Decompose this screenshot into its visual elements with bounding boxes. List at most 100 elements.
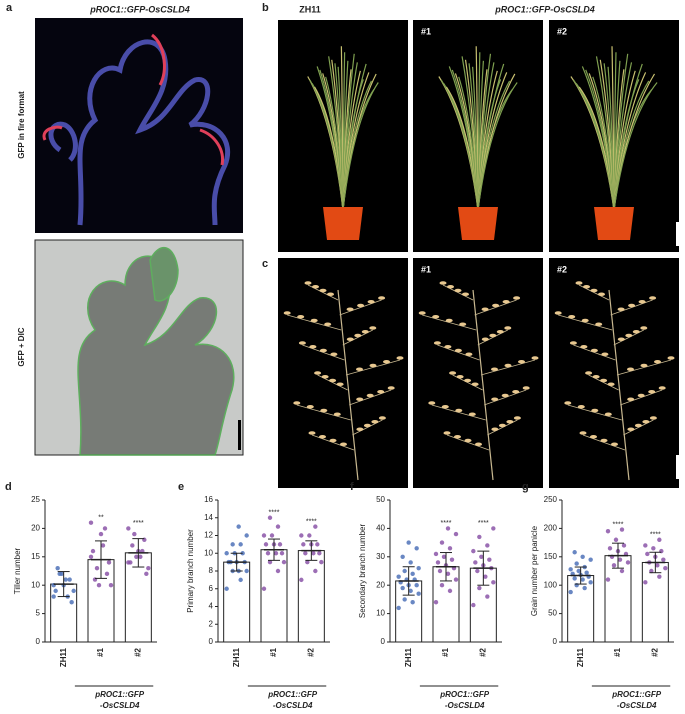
x-tick-label: #1 <box>269 647 278 656</box>
data-point <box>106 560 112 565</box>
grain <box>330 352 338 357</box>
data-point <box>307 533 312 538</box>
panel-label: e <box>178 481 184 493</box>
grain <box>585 371 593 375</box>
data-point <box>299 533 304 538</box>
branch <box>484 389 527 406</box>
data-point <box>619 527 625 532</box>
data-point <box>279 551 285 556</box>
grain <box>502 299 510 304</box>
data-point <box>655 563 660 568</box>
grain <box>418 311 426 315</box>
data-point <box>55 565 60 571</box>
grain <box>471 382 479 387</box>
data-point <box>238 577 243 583</box>
branch <box>422 314 477 331</box>
data-point <box>104 571 110 577</box>
y-tick-label: 0 <box>209 637 214 646</box>
y-tick-label: 200 <box>544 524 558 533</box>
grain <box>475 442 482 447</box>
x-tick-label: ZH11 <box>232 647 241 667</box>
grain <box>648 389 656 394</box>
grain <box>309 344 317 349</box>
grain <box>601 352 609 357</box>
branch <box>573 344 616 361</box>
grain <box>568 314 576 319</box>
rachis <box>472 289 494 481</box>
data-point <box>281 559 287 565</box>
data-point <box>400 585 405 591</box>
grain <box>444 344 452 349</box>
grain <box>522 386 530 390</box>
plant-label: #1 <box>421 264 431 274</box>
data-point <box>649 568 654 574</box>
grain <box>513 416 521 420</box>
data-point <box>402 597 407 602</box>
grain <box>283 311 291 315</box>
branch <box>616 359 672 376</box>
data-point <box>305 559 310 565</box>
y-tick-label: 0 <box>36 637 41 646</box>
group-label: -OsCSLD4 <box>273 701 313 710</box>
data-point <box>491 526 496 531</box>
y-tick-label: 10 <box>376 609 385 618</box>
row-label: GFP in fire format <box>17 91 26 159</box>
grain <box>377 389 385 394</box>
data-point <box>311 551 316 556</box>
grain <box>634 423 642 428</box>
y-tick-label: 14 <box>204 513 213 522</box>
grain <box>531 356 539 360</box>
grain <box>627 427 635 432</box>
data-point <box>477 585 482 591</box>
pot <box>458 207 498 240</box>
branch <box>296 404 351 421</box>
data-point <box>613 537 619 542</box>
grain <box>333 412 341 417</box>
grain <box>628 303 636 308</box>
data-point <box>100 543 106 548</box>
data-point <box>59 571 64 577</box>
grain <box>361 329 369 334</box>
y-tick-label: 250 <box>544 495 558 504</box>
data-point <box>485 543 490 548</box>
branch <box>311 434 355 451</box>
grain <box>432 314 440 319</box>
branch <box>339 299 382 316</box>
data-point <box>645 551 650 557</box>
branch <box>474 299 517 316</box>
y-tick-label: 16 <box>204 495 213 504</box>
pot <box>323 207 363 240</box>
data-point <box>396 574 401 579</box>
grain <box>455 408 463 413</box>
grain <box>346 337 354 342</box>
data-point <box>661 557 666 562</box>
grain <box>611 442 618 447</box>
branch <box>620 389 663 406</box>
grain <box>441 404 449 409</box>
grain <box>319 348 327 353</box>
panel-label: b <box>262 2 269 14</box>
x-tick-label: #2 <box>650 647 659 656</box>
data-point <box>588 580 593 585</box>
grain <box>554 311 562 315</box>
data-point <box>433 600 439 605</box>
data-point <box>244 568 249 574</box>
group-label: pROC1::GFP <box>439 690 490 699</box>
grain <box>491 397 499 402</box>
grain <box>396 356 404 360</box>
grain <box>513 296 521 300</box>
grain <box>595 322 603 327</box>
data-point <box>439 583 445 588</box>
panel-title: pROC1::GFP-OsCSLD4 <box>89 4 190 14</box>
grain <box>443 431 451 435</box>
grain <box>577 404 585 409</box>
branch <box>349 389 392 406</box>
grain <box>481 307 489 312</box>
data-point <box>96 583 102 588</box>
data-point <box>88 554 94 559</box>
grain <box>617 337 625 342</box>
data-point <box>453 577 459 582</box>
branch <box>302 344 345 361</box>
data-point <box>263 542 269 547</box>
